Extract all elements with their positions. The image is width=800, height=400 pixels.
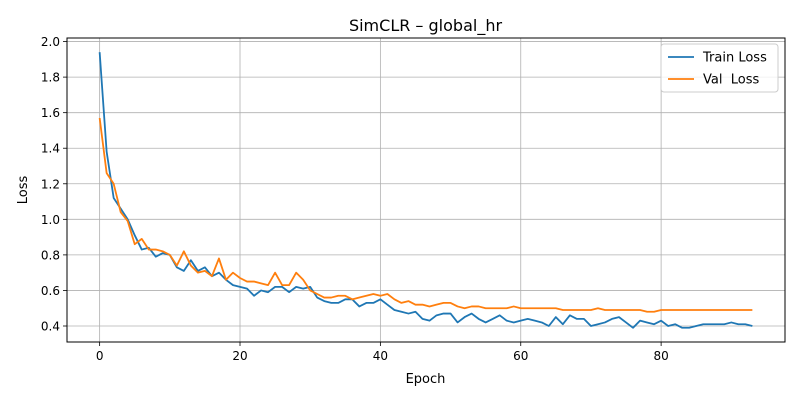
y-tick-label: 0.8 bbox=[41, 248, 60, 262]
legend: Train Loss Val Loss bbox=[660, 43, 779, 93]
y-tick-label: 1.0 bbox=[41, 213, 60, 227]
y-tick-label: 1.8 bbox=[41, 71, 60, 85]
legend-label-train-loss: Train Loss bbox=[702, 51, 767, 66]
x-axis-label: Epoch bbox=[406, 372, 446, 387]
legend-label-val-loss: Val Loss bbox=[703, 73, 759, 88]
chart-title: SimCLR – global_hr bbox=[349, 16, 503, 36]
x-tick-label: 40 bbox=[373, 349, 388, 363]
series-lines bbox=[98, 52, 753, 329]
x-tick-label: 80 bbox=[653, 349, 668, 363]
x-tick-label: 60 bbox=[513, 349, 528, 363]
x-tick-label: 0 bbox=[96, 349, 104, 363]
y-tick-label: 1.6 bbox=[41, 106, 60, 120]
series-line-train-loss bbox=[98, 52, 753, 329]
y-tick-label: 1.2 bbox=[41, 177, 60, 191]
y-tick-label: 0.6 bbox=[41, 284, 60, 298]
gridlines bbox=[67, 38, 785, 342]
plot-frame bbox=[66, 37, 786, 343]
x-tick-label: 20 bbox=[232, 349, 247, 363]
legend-box bbox=[660, 43, 779, 93]
y-tick-label: 1.4 bbox=[41, 142, 60, 156]
axis-ticks: 0 20 40 60 80 0.4 0.6 0.8 1.0 1.2 1.4 1.6 1.8 2.0 bbox=[41, 35, 669, 363]
y-tick-label: 0.4 bbox=[41, 320, 60, 334]
y-tick-label: 2.0 bbox=[41, 35, 60, 49]
series-line-val-loss bbox=[98, 117, 753, 313]
y-axis-label: Loss bbox=[16, 176, 31, 205]
